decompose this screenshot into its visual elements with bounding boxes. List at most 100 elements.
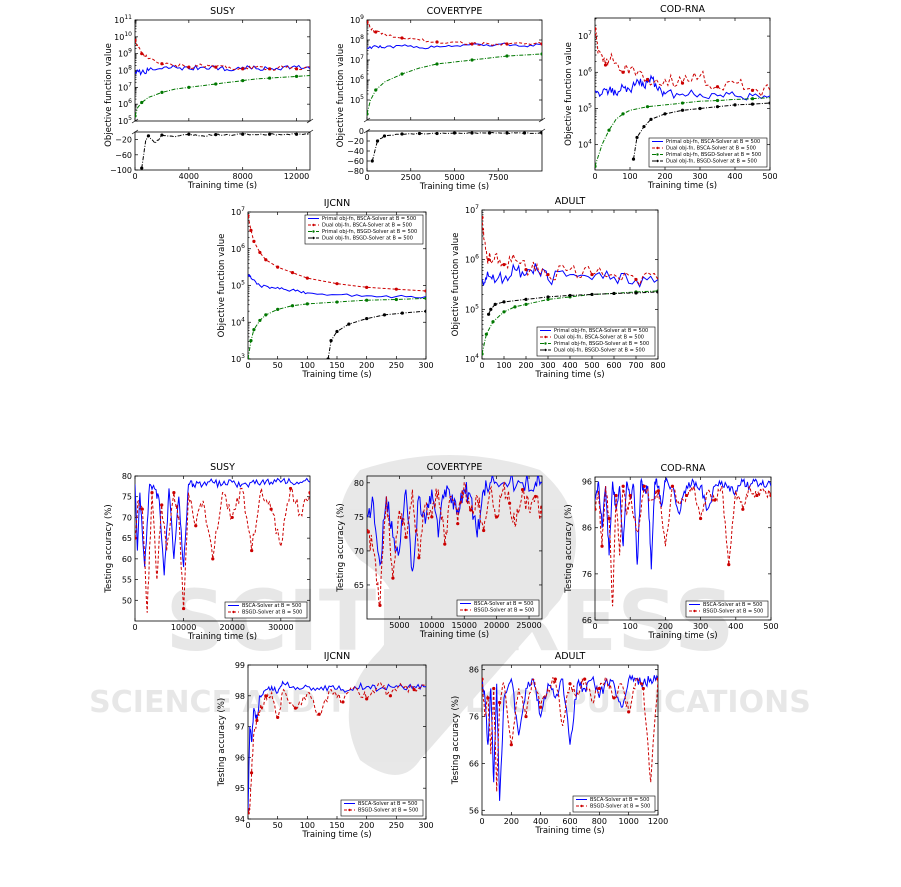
x-tick-label: 400: [533, 817, 548, 826]
data-point: [595, 27, 597, 31]
series-line: [248, 215, 426, 292]
plot-frame: [134, 19, 311, 122]
data-point: [264, 694, 268, 698]
data-point: [308, 490, 310, 495]
axis-break-mark: [538, 117, 546, 123]
legend-entry: BSCA-Solver at B = 500: [474, 601, 533, 607]
data-point: [656, 677, 658, 681]
legend: [224, 601, 308, 619]
data-point: [540, 52, 542, 56]
data-point: [335, 329, 339, 334]
data-point: [140, 507, 144, 511]
x-tick-label: 250: [389, 361, 404, 370]
x-tick-label: 0: [479, 361, 484, 370]
x-tick-label: 100: [496, 361, 511, 370]
data-point: [135, 536, 137, 540]
data-point: [294, 132, 299, 136]
data-point: [487, 312, 491, 316]
data-point: [241, 67, 245, 71]
data-point: [370, 159, 374, 163]
x-tick-label: 5000: [444, 173, 464, 182]
y-axis-label: Testing accuracy (%): [564, 504, 574, 593]
x-tick-label: 200: [657, 172, 672, 181]
y-tick-label: 80: [354, 479, 364, 488]
series-line: [248, 680, 426, 813]
chart-obj-cod-rna: COD-RNA 104 105 106 107 0 100 200 300 400 500 Train…: [564, 4, 778, 191]
series-line: [371, 131, 542, 162]
data-point: [268, 132, 272, 136]
y-tick-label: 76: [469, 713, 479, 722]
data-point: [250, 548, 254, 553]
lower-y-tick-label: −100: [110, 166, 132, 175]
data-point: [750, 102, 755, 106]
chart-title: COD-RNA: [660, 463, 706, 474]
data-point: [268, 67, 272, 71]
data-point: [484, 332, 488, 336]
y-tick-label: 96: [582, 478, 592, 487]
data-point: [498, 700, 502, 705]
data-point: [505, 54, 509, 58]
data-point: [317, 712, 321, 716]
data-point: [160, 503, 164, 507]
series-line: [482, 217, 658, 286]
legend: [340, 799, 424, 817]
x-tick-label: 200: [359, 821, 374, 830]
y-tick-label: 105: [578, 102, 592, 113]
x-tick-label: 300: [540, 361, 555, 370]
x-tick-label: 0: [479, 817, 484, 826]
data-point: [656, 290, 658, 294]
data-point: [182, 606, 186, 611]
data-point: [663, 112, 667, 116]
legend: [685, 600, 769, 618]
x-tick-label: 0: [364, 173, 369, 182]
plot-frame: [594, 17, 771, 171]
data-point: [470, 42, 474, 46]
data-point: [424, 296, 426, 300]
lower-y-tick-label: 0: [359, 127, 364, 136]
x-axis-label: Training time (s): [534, 370, 604, 380]
data-point: [264, 313, 268, 317]
data-point: [684, 493, 689, 498]
data-point: [172, 490, 176, 495]
x-tick-label: 10000: [171, 623, 196, 632]
series-line: [482, 676, 658, 792]
x-tick-label: 4000: [179, 172, 199, 181]
x-tick-label: 0: [132, 172, 137, 181]
legend-entry: Dual obj-fn, BSCA-Solver at B = 500: [322, 223, 412, 229]
data-point: [400, 311, 404, 315]
legend: [648, 137, 768, 168]
data-point: [590, 272, 594, 277]
data-point: [194, 524, 198, 528]
x-axis-label: Training time (s): [534, 826, 604, 836]
legend-entry: Primal obj-fn, BSGD-Solver at B = 500: [554, 341, 649, 347]
y-tick-label: 104: [465, 353, 479, 364]
x-tick-label: 20000: [484, 621, 509, 630]
legend-entry: BSGD-Solver at B = 500: [703, 609, 763, 615]
y-tick-label: 1010: [114, 31, 132, 42]
data-point: [335, 300, 339, 304]
y-tick-label: 109: [118, 48, 132, 59]
data-point: [524, 714, 528, 719]
y-axis-label: Objective function value: [451, 233, 461, 337]
y-tick-label: 86: [582, 524, 592, 533]
data-point: [755, 493, 759, 498]
y-tick-label: 105: [465, 303, 479, 314]
data-point: [505, 131, 509, 135]
data-point: [635, 135, 639, 140]
data-point: [553, 677, 557, 681]
x-tick-label: 8000: [233, 172, 253, 181]
series-line: [248, 297, 426, 359]
data-point: [378, 603, 382, 607]
data-point: [135, 114, 137, 118]
data-point: [768, 101, 770, 105]
chart-acc-adult: ADULT 56 66 76 86 0 200 400 600 800 1000 1200 Traini…: [451, 651, 668, 836]
data-point: [388, 694, 392, 698]
data-point: [365, 285, 369, 289]
data-point: [335, 282, 339, 286]
chart-title: IJCNN: [324, 198, 350, 209]
y-axis-label: Testing accuracy (%): [217, 698, 227, 787]
y-tick-label: 108: [350, 34, 364, 45]
data-point: [400, 36, 404, 40]
data-point: [621, 484, 625, 488]
series-line: [595, 477, 771, 570]
